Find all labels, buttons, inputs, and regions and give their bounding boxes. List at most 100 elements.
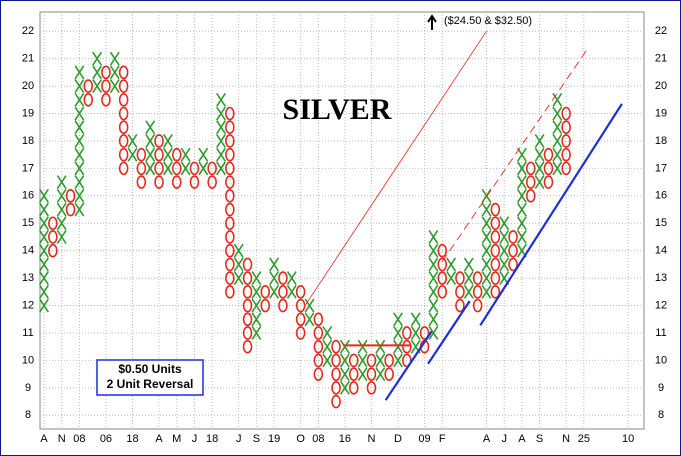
x-tick-label: 19 <box>268 433 280 445</box>
y-tick-label: 14 <box>655 245 667 257</box>
o-box <box>242 285 253 299</box>
x-tick-label: 16 <box>339 433 351 445</box>
x-box <box>552 120 563 135</box>
o-column <box>189 161 200 189</box>
x-box <box>74 175 85 190</box>
x-box <box>269 257 280 272</box>
x-column <box>446 257 457 286</box>
x-tick-label: M <box>172 433 181 445</box>
x-box <box>428 312 439 327</box>
x-box <box>39 243 49 258</box>
o-box <box>83 79 94 93</box>
x-tick-label: S <box>536 433 543 445</box>
y-tick-label: 11 <box>655 327 666 339</box>
x-box <box>145 133 156 148</box>
o-box <box>118 120 129 135</box>
x-box <box>74 120 85 135</box>
x-box <box>534 175 545 190</box>
o-box <box>437 271 448 285</box>
o-column <box>472 271 483 313</box>
x-column <box>269 257 280 299</box>
x-box <box>251 312 262 327</box>
o-box <box>561 161 571 176</box>
o-box <box>437 243 448 258</box>
o-box <box>242 326 253 340</box>
o-box <box>490 202 501 217</box>
x-tick-label: S <box>253 433 260 445</box>
x-tick-label: A <box>155 433 163 445</box>
o-box <box>242 298 253 313</box>
x-box <box>180 147 191 162</box>
x-column <box>499 216 510 286</box>
x-box <box>393 353 403 368</box>
x-box <box>516 202 527 217</box>
o-column <box>101 65 111 107</box>
o-box <box>525 175 536 189</box>
o-column <box>366 353 377 395</box>
y-tick-label: 14 <box>22 245 34 257</box>
o-column <box>260 285 271 313</box>
x-box <box>463 271 474 286</box>
o-box <box>118 65 129 80</box>
x-column <box>92 51 103 94</box>
x-box <box>516 147 527 162</box>
x-box <box>216 92 226 107</box>
x-box <box>393 339 403 354</box>
o-box <box>331 353 341 368</box>
x-box <box>499 230 510 244</box>
x-box <box>92 65 103 80</box>
x-box <box>481 230 492 244</box>
x-tick-label: 18 <box>126 433 138 445</box>
o-box <box>472 285 483 299</box>
x-box <box>127 147 138 162</box>
o-box <box>331 381 341 395</box>
x-box <box>481 271 492 286</box>
o-box <box>154 161 164 176</box>
o-box <box>525 189 536 203</box>
x-box <box>428 230 439 244</box>
annotation: ($24.50 & $32.50) <box>444 15 532 27</box>
x-box <box>162 133 173 148</box>
y-tick-label: 8 <box>25 409 31 421</box>
o-box <box>472 271 483 285</box>
o-box <box>455 298 465 313</box>
x-column <box>56 175 67 244</box>
o-box <box>525 161 536 176</box>
o-box <box>207 161 217 176</box>
x-box <box>269 271 280 286</box>
o-box <box>242 257 253 272</box>
o-column <box>83 79 94 107</box>
o-box <box>402 339 412 354</box>
o-box <box>295 312 306 327</box>
o-box <box>561 147 571 162</box>
x-box <box>446 257 457 272</box>
x-column <box>109 51 120 94</box>
x-column <box>198 147 209 176</box>
o-column <box>136 147 147 189</box>
y-tick-label: 12 <box>22 299 34 311</box>
x-box <box>251 271 262 286</box>
x-box <box>198 161 209 176</box>
o-box <box>437 285 448 299</box>
x-box <box>74 92 85 107</box>
o-column <box>402 326 412 368</box>
o-box <box>242 312 253 327</box>
y-tick-label: 16 <box>655 190 667 202</box>
o-box <box>490 257 501 272</box>
x-box <box>322 339 333 354</box>
x-column <box>481 188 492 299</box>
y-tick-label: 8 <box>658 409 664 421</box>
x-column <box>322 326 333 368</box>
legend-text: 2 Unit Reversal <box>107 377 194 391</box>
x-box <box>552 147 563 162</box>
o-column <box>154 134 164 189</box>
o-box <box>260 298 271 313</box>
x-box <box>198 147 209 162</box>
o-box <box>48 243 58 258</box>
x-tick-label: J <box>236 433 242 445</box>
x-box <box>339 367 350 382</box>
x-tick-label: 25 <box>578 433 590 445</box>
x-box <box>322 326 333 340</box>
x-tick-label: N <box>562 433 570 445</box>
